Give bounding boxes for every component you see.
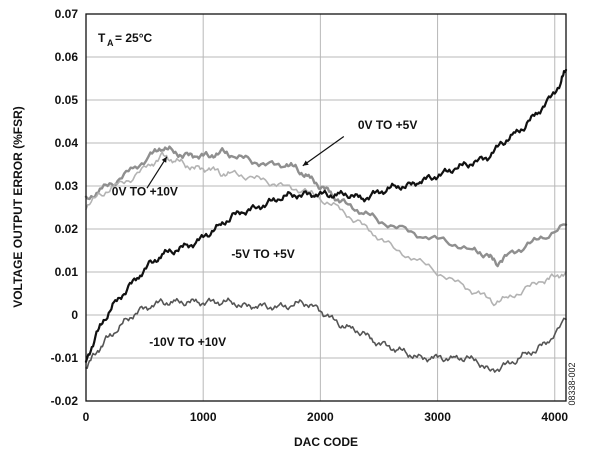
temperature-text: T bbox=[98, 31, 106, 45]
x-tick-label: 1000 bbox=[190, 410, 217, 424]
x-tick-label: 3000 bbox=[424, 410, 451, 424]
x-tick-label: 0 bbox=[83, 410, 90, 424]
series-line bbox=[84, 145, 568, 268]
series-line bbox=[85, 151, 567, 307]
series-annotation-label: 0V TO +5V bbox=[358, 118, 417, 132]
y-tick-label: 0.02 bbox=[55, 222, 79, 236]
series-line bbox=[85, 297, 567, 373]
series-line bbox=[84, 68, 568, 363]
side-note: 08338-002 bbox=[567, 362, 577, 405]
annotation-arrow-line bbox=[302, 136, 345, 167]
temperature-subscript: A bbox=[107, 38, 114, 48]
grid-layer: 0 1000 2000 3000 4000 -0.02 -0.01 0 0.01 0.02 0.03… bbox=[51, 7, 569, 424]
y-tick-label: 0.06 bbox=[55, 50, 79, 64]
x-tick-label: 4000 bbox=[541, 410, 568, 424]
y-tick-label: 0 bbox=[71, 308, 78, 322]
temperature-label: T A = 25°C bbox=[98, 31, 152, 48]
series-annotation-label: -10V TO +10V bbox=[149, 335, 226, 349]
y-tick-label: 0.04 bbox=[55, 136, 79, 150]
series-annotation-label: -5V TO +5V bbox=[231, 247, 294, 261]
y-axis-label: VOLTAGE OUTPUT ERROR (%FSR) bbox=[11, 106, 25, 308]
series-layer bbox=[84, 68, 568, 373]
annotation-layer: 0V TO +5V 0V TO +10V -5V TO +5V -10V TO +10… bbox=[112, 118, 418, 349]
annotation-arrow-head bbox=[161, 156, 167, 163]
y-tick-label: -0.02 bbox=[51, 394, 79, 408]
y-tick-label: 0.03 bbox=[55, 179, 79, 193]
y-tick-label: 0.07 bbox=[55, 7, 79, 21]
plot-frame bbox=[85, 13, 567, 402]
y-tick-label: -0.01 bbox=[51, 351, 79, 365]
x-axis-label: DAC CODE bbox=[294, 435, 358, 449]
annotation-arrow-head bbox=[302, 160, 309, 166]
y-tick-label: 0.05 bbox=[55, 93, 79, 107]
temperature-value: = 25°C bbox=[115, 31, 152, 45]
y-tick-label: 0.01 bbox=[55, 265, 79, 279]
annotation-arrow-line bbox=[146, 156, 168, 189]
x-tick-label: 2000 bbox=[307, 410, 334, 424]
series-annotation-label: 0V TO +10V bbox=[112, 184, 178, 198]
